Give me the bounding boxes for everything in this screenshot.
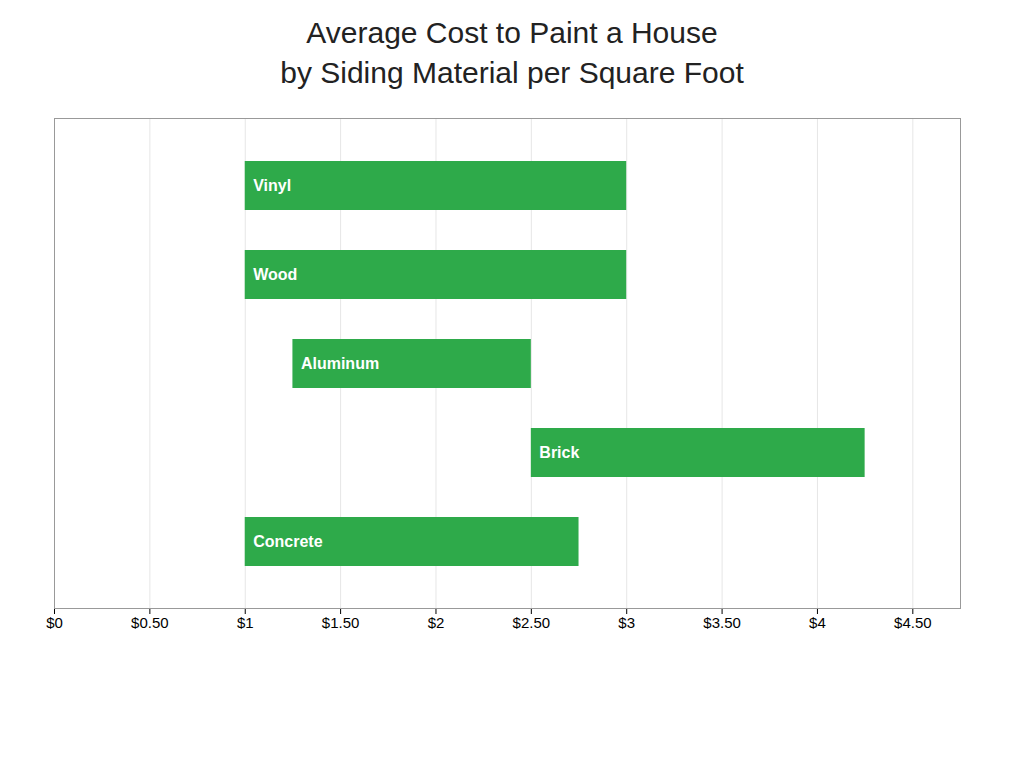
svg-text:Aluminum: Aluminum: [301, 355, 379, 372]
svg-text:Wood: Wood: [253, 266, 297, 283]
svg-text:$3: $3: [618, 614, 635, 631]
svg-text:$2.50: $2.50: [513, 614, 551, 631]
svg-text:$4: $4: [809, 614, 826, 631]
svg-text:$1: $1: [237, 614, 254, 631]
svg-text:$2: $2: [428, 614, 445, 631]
svg-text:Brick: Brick: [539, 444, 579, 461]
svg-text:$0.50: $0.50: [131, 614, 169, 631]
svg-text:$3.50: $3.50: [703, 614, 741, 631]
svg-text:$0: $0: [46, 614, 63, 631]
svg-text:Vinyl: Vinyl: [253, 177, 291, 194]
html-text:Average Cost to Paint a House: Average Cost to Paint a House: [306, 16, 718, 49]
svg-text:$1.50: $1.50: [322, 614, 360, 631]
svg-text:$4.50: $4.50: [894, 614, 932, 631]
html-text:by Siding Material per Square: by Siding Material per Square Foot: [280, 56, 744, 89]
svg-text:Concrete: Concrete: [253, 533, 322, 550]
